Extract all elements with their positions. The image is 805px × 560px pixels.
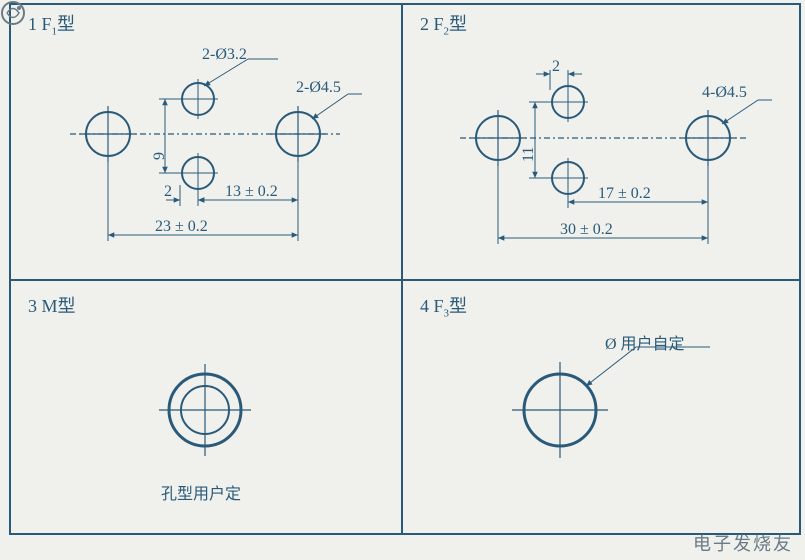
type-suffix: 型 xyxy=(57,14,75,34)
p2-dim-vert: 11 xyxy=(520,147,538,162)
p1-leader-45: 2-Ø4.5 xyxy=(296,79,341,97)
panel2-title: 2 F2型 xyxy=(420,10,467,38)
p4-leader: Ø 用户自定 xyxy=(605,330,685,354)
p2-dim-pitch: 17 ± 0.2 xyxy=(598,185,651,203)
p1-dim-vert: 9 xyxy=(151,152,169,160)
p3-caption: 孔型用户定 xyxy=(161,480,241,504)
p1-dim-pitch: 13 ± 0.2 xyxy=(225,183,278,201)
p1-dim-2: 2 xyxy=(164,183,172,201)
p2-dim-2: 2 xyxy=(552,58,560,76)
p1-dim-overall: 23 ± 0.2 xyxy=(155,218,208,236)
type-suffix: 型 xyxy=(449,14,467,34)
type-suffix: 型 xyxy=(449,296,467,316)
panel1-title: 1 F1型 xyxy=(28,10,75,38)
watermark-logo-icon xyxy=(0,0,26,26)
panel4-title: 4 F3型 xyxy=(420,292,467,320)
p2-leader-45: 4-Ø4.5 xyxy=(702,84,747,102)
frame-svg xyxy=(0,0,805,560)
p2-dim-overall: 30 ± 0.2 xyxy=(560,221,613,239)
p1-leader-32: 2-Ø3.2 xyxy=(202,46,247,64)
watermark-text: 电子发烧友 xyxy=(693,530,793,556)
page-root: 1 F1型 2 F2型 3 M型 4 F3型 23 ± 0.2 13 ± 0.2… xyxy=(0,0,805,560)
panel3-title: 3 M型 xyxy=(28,292,76,318)
